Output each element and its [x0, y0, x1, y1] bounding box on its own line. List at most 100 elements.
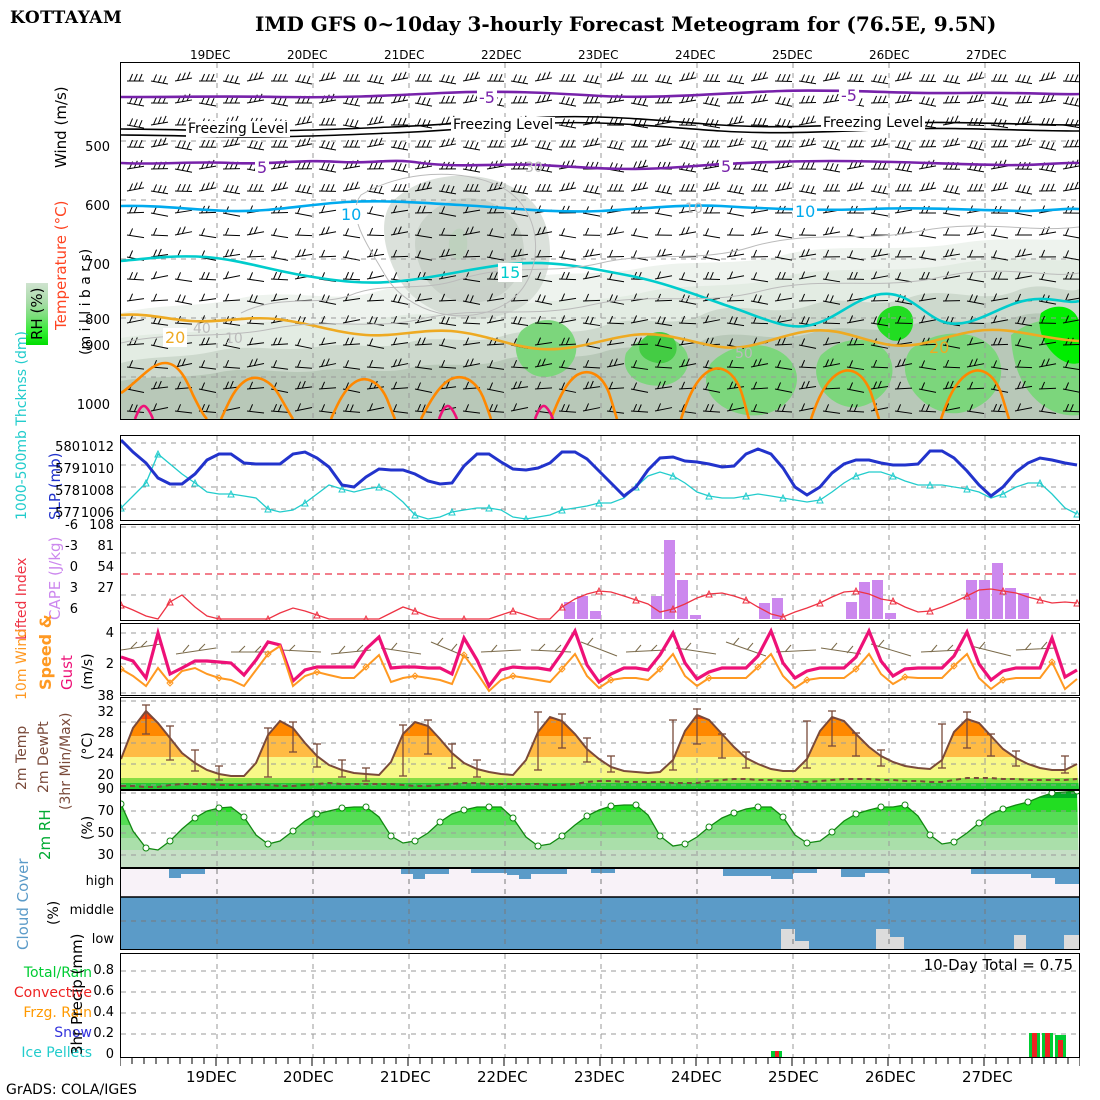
- precip-total-note: 10-Day Total = 0.75: [923, 956, 1073, 974]
- thickness-ytick-580: 580: [55, 440, 80, 455]
- slp-yaxis-right: 1012 1010 1008 1006: [62, 432, 118, 522]
- thickness-ytick-577: 577: [55, 506, 80, 521]
- label-rh-text: RH (%): [28, 287, 46, 340]
- cape-gridlines: [121, 525, 1079, 620]
- precip-ytick-06: 0.6: [93, 984, 114, 999]
- rh2m-markers: [121, 791, 1079, 852]
- slp-thickness-panel[interactable]: [120, 435, 1080, 521]
- wind10m-panel[interactable]: [120, 623, 1080, 696]
- top-date-3: 22DEC: [481, 48, 522, 62]
- freezing-level-label-3: Freezing Level: [821, 115, 926, 131]
- wind10m-chart: [121, 624, 1079, 695]
- bottom-date-axis: 19DEC 20DEC 21DEC 22DEC 23DEC 24DEC 25DE…: [120, 1068, 1080, 1088]
- label-speed: Speed &: [36, 614, 55, 690]
- cape-ytick-54: 54: [97, 560, 114, 575]
- contour-label-15: 15: [498, 263, 523, 282]
- rh-high-blobs: [448, 228, 1079, 416]
- li-ytick-m6: -6: [65, 518, 78, 533]
- contour-label-m5-b: -5: [839, 86, 859, 105]
- cloud-gridlines: [121, 869, 1079, 949]
- cloud-low-gaps: [781, 929, 1079, 949]
- label-lifted-index: Lifted Index: [14, 557, 30, 640]
- cloud-cover-panel[interactable]: [120, 868, 1080, 950]
- rh2m-series: [121, 791, 1078, 851]
- rh2m-ytick-90: 90: [97, 782, 114, 797]
- contour-label-5-b: 5: [719, 157, 734, 176]
- cloud-ytick-low: low: [91, 932, 114, 947]
- top-date-axis: 19DEC 20DEC 21DEC 22DEC 23DEC 24DEC 25DE…: [120, 48, 1080, 64]
- rh2m-chart: [121, 791, 1079, 867]
- top-date-0: 19DEC: [190, 48, 231, 62]
- wind10m-barbs: [121, 637, 1057, 659]
- legend-frzg-rain: Frzg. Rain: [23, 1005, 92, 1021]
- rh-color-bands: [121, 791, 1079, 867]
- cloud-yaxis: high middle low: [55, 870, 118, 950]
- upperair-ytick-900: 900: [85, 339, 110, 354]
- label-2m-temp: 2m Temp: [14, 725, 30, 790]
- contour-label-rh40: 40: [193, 321, 211, 337]
- li-ytick-0: 0: [69, 560, 78, 575]
- temp2m-ytick-28: 28: [97, 726, 114, 741]
- rh2m-panel[interactable]: [120, 790, 1080, 868]
- legend-total-rain: Total/Rain: [23, 965, 92, 981]
- precip-panel[interactable]: 10-Day Total = 0.75: [120, 953, 1080, 1058]
- top-date-2: 21DEC: [384, 48, 425, 62]
- contour-label-20-b: 20: [929, 338, 950, 357]
- top-date-1: 20DEC: [287, 48, 328, 62]
- credit-label: GrADS: COLA/IGES: [6, 1082, 137, 1098]
- bottom-date-6: 25DEC: [768, 1068, 819, 1086]
- upper-air-panel[interactable]: Freezing Level Freezing Level Freezing L…: [120, 62, 1080, 420]
- bottom-date-3: 22DEC: [477, 1068, 528, 1086]
- wind10m-ytick-4: 4: [105, 626, 114, 641]
- li-ytick-3: 3: [69, 581, 78, 596]
- contour-label-rh30: 30: [525, 160, 543, 176]
- page-title: IMD GFS 0~10day 3-hourly Forecast Meteog…: [255, 12, 997, 36]
- bottom-date-8: 27DEC: [962, 1068, 1013, 1086]
- freezing-level-label-1: Freezing Level: [186, 121, 291, 137]
- speed-markers: [121, 650, 1056, 687]
- slp-ytick-1006: 1006: [80, 506, 114, 521]
- cape-ytick-27: 27: [97, 581, 114, 596]
- label-10m-wind: 10m Wind: [14, 628, 30, 700]
- upperair-yaxis: 500 600 700 800 900 1000: [62, 60, 116, 420]
- wind10m-ytick-2: 2: [105, 657, 114, 672]
- li-ytick-m3: -3: [65, 539, 78, 554]
- label-cloud-cover: Cloud Cover: [14, 858, 32, 950]
- contour-label-rh50: 50: [735, 346, 753, 362]
- speed-series: [121, 644, 1078, 693]
- slp-ytick-1008: 1008: [80, 484, 114, 499]
- cloud-ytick-middle: middle: [69, 903, 114, 918]
- cloud-high-bars: [169, 869, 1079, 884]
- lifted-index-markers: [121, 586, 1079, 620]
- rh2m-ytick-70: 70: [97, 804, 114, 819]
- cape-yaxis: 108 81 54 27: [64, 518, 118, 628]
- temp2m-ytick-38: 38: [97, 689, 114, 704]
- slp-gridlines: [121, 436, 1079, 520]
- rh-contour-lines: [121, 173, 1079, 344]
- label-2m-rh: 2m RH: [36, 809, 54, 860]
- upperair-ytick-800: 800: [85, 313, 110, 328]
- temp2m-panel[interactable]: [120, 697, 1080, 790]
- cloud-ytick-high: high: [85, 874, 114, 889]
- top-date-5: 24DEC: [675, 48, 716, 62]
- precip-legend: Total/Rain Convective Frzg. Rain Snow Ic…: [0, 963, 92, 1063]
- slp-yaxis-left: 580 579 578 577: [32, 432, 84, 522]
- upper-air-chart: [121, 63, 1079, 419]
- rh2m-ytick-30: 30: [97, 848, 114, 863]
- cloud-mid-low-band: [121, 897, 1079, 949]
- temp2m-yaxis: 38 32 28 24 20: [66, 689, 118, 789]
- thickness-ytick-579: 579: [55, 462, 80, 477]
- dewpoint2m-series: [121, 777, 1078, 788]
- bottom-date-2: 21DEC: [380, 1068, 431, 1086]
- precip-ytick-08: 0.8: [93, 963, 114, 978]
- contour-label-10-a: 10: [339, 205, 364, 224]
- precip-gridlines: [121, 954, 1079, 1057]
- cape-ytick-108: 108: [89, 518, 114, 533]
- temp-minmax-whiskers: [142, 704, 1069, 782]
- rh2m-yaxis: 90 70 50 30: [66, 782, 118, 872]
- precip-chart: [121, 954, 1079, 1057]
- precip-bars: [771, 1033, 1066, 1057]
- lifted-index-cape-panel[interactable]: [120, 524, 1080, 621]
- bottom-date-7: 26DEC: [865, 1068, 916, 1086]
